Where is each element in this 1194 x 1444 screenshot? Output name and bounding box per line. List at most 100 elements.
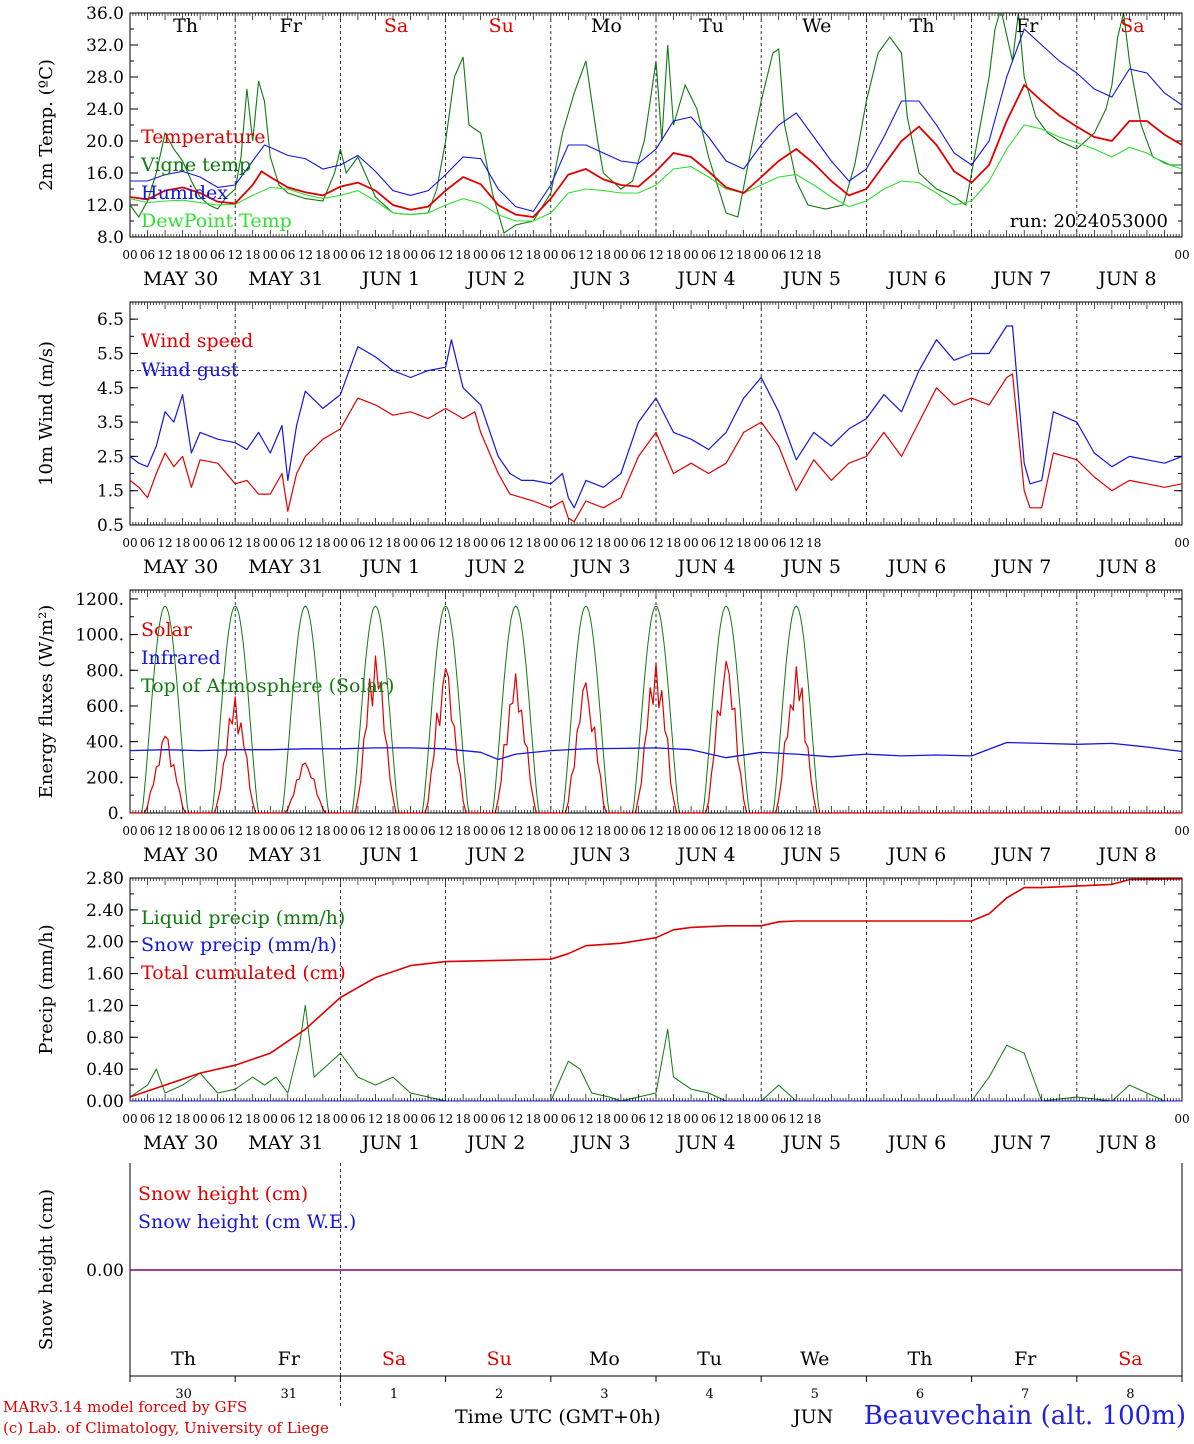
weekday-label: Fr [1014, 1348, 1037, 1370]
hour-tick-label: 06 [631, 824, 646, 838]
date-label: MAY 31 [248, 844, 323, 866]
hour-tick-label: 12 [718, 248, 733, 262]
date-label: MAY 30 [143, 556, 218, 578]
hour-tick-label: 00 [683, 824, 698, 838]
y-tick-label: 6.5 [97, 310, 124, 330]
hour-tick-label: 06 [210, 248, 225, 262]
hour-tick-label: 12 [228, 824, 243, 838]
hour-tick-label: 18 [315, 824, 330, 838]
hour-tick-label: 12 [438, 1112, 453, 1126]
hour-tick-label: 00 [613, 1112, 628, 1126]
hour-tick-label: 18 [736, 1112, 751, 1126]
date-label: JUN 8 [1096, 844, 1156, 866]
y-tick-label: 0. [108, 804, 124, 824]
hour-tick-label: 06 [140, 248, 155, 262]
date-label: JUN 3 [570, 268, 630, 290]
weekday-label: Th [171, 1348, 196, 1370]
hour-tick-label: 12 [648, 824, 663, 838]
legend-snow-precip-mm-h-: Snow precip (mm/h) [141, 934, 337, 956]
legend-liquid-precip-mm-h-: Liquid precip (mm/h) [141, 907, 345, 929]
weekday-label: Th [173, 15, 198, 37]
y-axis-title: Snow height (cm) [36, 1189, 57, 1350]
date-label: JUN 2 [465, 268, 525, 290]
day-number-label: 1 [390, 1387, 398, 1402]
hour-tick-label: 18 [526, 248, 541, 262]
panel-1-time-axis [129, 302, 1183, 525]
hour-tick-label: 18 [806, 536, 821, 550]
hour-tick-label: 12 [578, 824, 593, 838]
hour-tick-label: 18 [666, 1112, 681, 1126]
hour-tick-label: 12 [438, 824, 453, 838]
hour-tick-label: 06 [561, 1112, 576, 1126]
hour-tick-label: 18 [596, 1112, 611, 1126]
hour-tick-label: 18 [455, 1112, 470, 1126]
hour-tick-label: 00 [1174, 248, 1189, 262]
hour-tick-label: 12 [578, 248, 593, 262]
hour-tick-label: 18 [455, 536, 470, 550]
hour-tick-label: 06 [140, 824, 155, 838]
date-label: JUN 2 [465, 556, 525, 578]
y-tick-label: 24.0 [86, 100, 124, 120]
hour-tick-label: 06 [701, 1112, 716, 1126]
date-label: JUN 1 [360, 844, 420, 866]
model-credit: MARv3.14 model forced by GFS [3, 1398, 248, 1416]
legend-solar: Solar [141, 619, 193, 641]
date-label: JUN 2 [465, 1132, 525, 1154]
day-number-label: 7 [1021, 1387, 1029, 1402]
legend-snow-height-cm-w-e-: Snow height (cm W.E.) [138, 1211, 356, 1233]
y-tick-label: 0.00 [86, 1261, 124, 1281]
hour-tick-label: 00 [122, 1112, 137, 1126]
legend-wind-gust: Wind gust [141, 359, 239, 381]
date-label: JUN 4 [675, 268, 735, 290]
hour-tick-label: 00 [613, 248, 628, 262]
hour-tick-label: 18 [806, 248, 821, 262]
hour-tick-label: 00 [754, 248, 769, 262]
hour-tick-label: 18 [806, 824, 821, 838]
legend-dewpoint-temp: DewPoint Temp [141, 210, 292, 232]
y-tick-label: 0.80 [86, 1028, 124, 1048]
series-vigne-temp [130, 13, 1182, 234]
temperature-series [130, 13, 1182, 234]
hour-tick-label: 00 [333, 536, 348, 550]
hour-tick-label: 18 [526, 1112, 541, 1126]
weekday-label: Sa [1118, 1348, 1142, 1370]
hour-tick-label: 06 [561, 536, 576, 550]
series-total-cumulated-cm- [129, 878, 1183, 1098]
hour-tick-label: 18 [175, 248, 190, 262]
hour-tick-label: 18 [245, 248, 260, 262]
day-number-label: 31 [281, 1387, 298, 1402]
hour-tick-label: 12 [368, 824, 383, 838]
hour-tick-label: 12 [789, 1112, 804, 1126]
hour-tick-label: 06 [420, 824, 435, 838]
hour-tick-label: 12 [157, 1112, 172, 1126]
y-tick-label: 200. [86, 768, 124, 788]
hour-tick-label: 12 [298, 536, 313, 550]
legend-infrared: Infrared [141, 647, 221, 669]
y-tick-label: 1200. [75, 590, 124, 610]
hour-tick-label: 12 [298, 248, 313, 262]
date-label: JUN 2 [465, 844, 525, 866]
date-label: JUN 3 [570, 556, 630, 578]
lab-credit: (c) Lab. of Climatology, University of L… [3, 1419, 329, 1437]
hour-tick-label: 00 [473, 536, 488, 550]
date-label: MAY 31 [248, 556, 323, 578]
hour-tick-label: 00 [192, 1112, 207, 1126]
hour-tick-label: 06 [210, 1112, 225, 1126]
hour-tick-label: 00 [754, 1112, 769, 1126]
date-label: JUN 5 [781, 268, 841, 290]
date-label: JUN 3 [570, 844, 630, 866]
hour-tick-label: 00 [473, 1112, 488, 1126]
weekday-label: Sa [384, 15, 408, 37]
x-axis-title: Time UTC (GMT+0h) [455, 1406, 661, 1428]
hour-tick-label: 12 [157, 824, 172, 838]
hour-tick-label: 18 [245, 1112, 260, 1126]
hour-tick-label: 00 [403, 824, 418, 838]
weekday-label: We [802, 15, 831, 37]
date-label: JUN 1 [360, 556, 420, 578]
y-tick-label: 0.5 [97, 516, 124, 536]
y-tick-label: 4.5 [97, 379, 124, 399]
hour-tick-label: 00 [403, 536, 418, 550]
hour-tick-label: 18 [666, 536, 681, 550]
hour-tick-label: 18 [596, 824, 611, 838]
